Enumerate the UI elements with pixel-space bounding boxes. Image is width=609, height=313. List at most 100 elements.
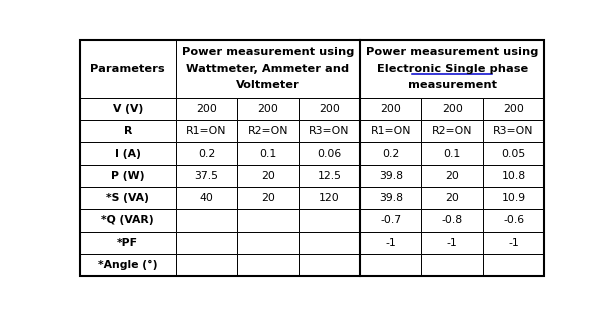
Text: 0.1: 0.1 xyxy=(443,149,461,159)
Bar xyxy=(298,187,360,209)
Bar xyxy=(298,120,360,142)
Bar xyxy=(175,142,237,165)
Text: -1: -1 xyxy=(447,238,457,248)
Bar xyxy=(298,165,360,187)
Text: 20: 20 xyxy=(445,193,459,203)
Bar xyxy=(421,254,483,276)
Bar xyxy=(421,187,483,209)
Bar xyxy=(80,209,175,232)
Text: P (W): P (W) xyxy=(111,171,144,181)
Text: 20: 20 xyxy=(445,171,459,181)
Bar xyxy=(421,165,483,187)
Bar xyxy=(298,98,360,120)
Text: R3=ON: R3=ON xyxy=(493,126,534,136)
Bar xyxy=(175,254,237,276)
Text: 37.5: 37.5 xyxy=(194,171,219,181)
Bar xyxy=(175,232,237,254)
Text: 20: 20 xyxy=(261,171,275,181)
Text: Power measurement using: Power measurement using xyxy=(181,47,354,57)
Bar xyxy=(298,254,360,276)
Bar xyxy=(80,165,175,187)
Bar xyxy=(483,165,544,187)
Bar xyxy=(483,142,544,165)
Bar xyxy=(483,98,544,120)
Bar xyxy=(360,254,421,276)
Text: 200: 200 xyxy=(380,104,401,114)
Bar xyxy=(237,98,298,120)
Text: 200: 200 xyxy=(442,104,463,114)
Text: Parameters: Parameters xyxy=(91,64,165,74)
Text: R: R xyxy=(124,126,132,136)
Bar xyxy=(421,120,483,142)
Bar xyxy=(80,142,175,165)
Bar xyxy=(360,165,421,187)
Bar xyxy=(175,187,237,209)
Text: -0.6: -0.6 xyxy=(503,215,524,225)
Bar xyxy=(360,209,421,232)
Bar xyxy=(237,120,298,142)
Text: 12.5: 12.5 xyxy=(317,171,341,181)
Text: 200: 200 xyxy=(258,104,278,114)
Bar xyxy=(237,209,298,232)
Bar xyxy=(360,232,421,254)
Text: 10.9: 10.9 xyxy=(502,193,526,203)
Text: 0.1: 0.1 xyxy=(259,149,276,159)
Text: 0.2: 0.2 xyxy=(382,149,400,159)
Bar xyxy=(237,142,298,165)
Bar xyxy=(237,232,298,254)
Bar xyxy=(483,187,544,209)
Text: R3=ON: R3=ON xyxy=(309,126,350,136)
Text: Voltmeter: Voltmeter xyxy=(236,80,300,90)
Bar xyxy=(360,98,421,120)
Bar xyxy=(237,165,298,187)
Text: 0.06: 0.06 xyxy=(317,149,342,159)
Bar xyxy=(421,142,483,165)
Text: 200: 200 xyxy=(196,104,217,114)
Text: -1: -1 xyxy=(385,238,396,248)
Bar xyxy=(421,98,483,120)
Bar xyxy=(80,120,175,142)
Text: R2=ON: R2=ON xyxy=(432,126,473,136)
Text: 39.8: 39.8 xyxy=(379,171,403,181)
Bar xyxy=(237,254,298,276)
Bar xyxy=(175,209,237,232)
Text: *Angle (°): *Angle (°) xyxy=(98,260,158,270)
Bar xyxy=(298,209,360,232)
Bar xyxy=(483,254,544,276)
Bar xyxy=(175,40,360,98)
Text: -0.8: -0.8 xyxy=(442,215,463,225)
Text: 39.8: 39.8 xyxy=(379,193,403,203)
Bar xyxy=(483,232,544,254)
Bar xyxy=(421,232,483,254)
Text: 10.8: 10.8 xyxy=(502,171,526,181)
Text: 200: 200 xyxy=(503,104,524,114)
Text: *PF: *PF xyxy=(118,238,138,248)
Bar xyxy=(298,232,360,254)
Bar xyxy=(483,209,544,232)
Text: -0.7: -0.7 xyxy=(380,215,401,225)
Bar xyxy=(483,120,544,142)
Bar xyxy=(80,254,175,276)
Bar xyxy=(80,187,175,209)
Bar xyxy=(80,40,175,98)
Text: 20: 20 xyxy=(261,193,275,203)
Text: 40: 40 xyxy=(200,193,213,203)
Bar xyxy=(175,120,237,142)
Text: R2=ON: R2=ON xyxy=(248,126,288,136)
Text: R1=ON: R1=ON xyxy=(186,126,227,136)
Bar xyxy=(360,40,544,98)
Text: V (V): V (V) xyxy=(113,104,143,114)
Text: Electronic Single phase: Electronic Single phase xyxy=(376,64,528,74)
Bar xyxy=(360,187,421,209)
Text: 120: 120 xyxy=(319,193,340,203)
Text: *S (VA): *S (VA) xyxy=(107,193,149,203)
Text: R1=ON: R1=ON xyxy=(370,126,411,136)
Bar xyxy=(175,98,237,120)
Bar xyxy=(421,209,483,232)
Text: measurement: measurement xyxy=(407,80,497,90)
Bar xyxy=(175,165,237,187)
Text: Power measurement using: Power measurement using xyxy=(366,47,538,57)
Text: Wattmeter, Ammeter and: Wattmeter, Ammeter and xyxy=(186,64,350,74)
Text: 0.05: 0.05 xyxy=(501,149,526,159)
Text: I (A): I (A) xyxy=(115,149,141,159)
